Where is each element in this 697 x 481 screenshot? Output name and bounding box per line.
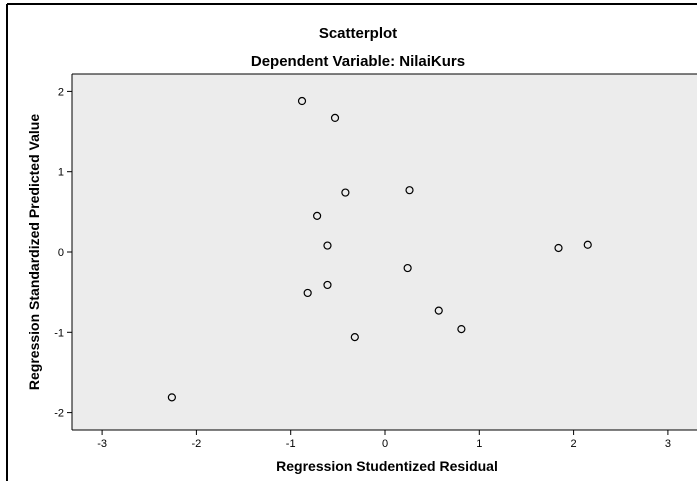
y-tick-label: 0 xyxy=(58,247,64,259)
scatter-point xyxy=(313,211,322,220)
scatter-point xyxy=(167,393,176,402)
scatter-point xyxy=(457,324,466,334)
x-tick-label: 0 xyxy=(382,438,388,450)
y-tick-label: 2 xyxy=(58,86,64,98)
scatter-point xyxy=(323,280,332,290)
x-axis-label: Regression Studentized Residual xyxy=(276,458,498,474)
x-tick-label: -3 xyxy=(97,438,107,450)
x-axis-ticks: -3 -2 -1 0 1 2 3 xyxy=(97,430,671,450)
scatter-point xyxy=(583,240,592,249)
y-axis-ticks: -2 -1 0 1 2 xyxy=(54,86,72,420)
scatter-point xyxy=(434,306,443,315)
scatter-point xyxy=(303,288,312,298)
y-axis-label: Regression Standardized Predicted Value xyxy=(26,114,42,390)
plot-area xyxy=(72,74,697,430)
scatter-point xyxy=(554,243,563,253)
x-tick-label: 2 xyxy=(571,438,577,450)
data-points xyxy=(167,96,592,402)
scatter-point xyxy=(341,188,350,197)
scatter-point xyxy=(403,263,412,273)
x-tick-label: -2 xyxy=(192,438,202,450)
chart-subtitle: Dependent Variable: NilaiKurs xyxy=(251,53,465,70)
y-tick-label: -1 xyxy=(54,327,64,339)
scatter-point xyxy=(330,113,340,122)
x-tick-label: 3 xyxy=(665,438,671,450)
x-tick-label: -1 xyxy=(286,438,296,450)
x-tick-label: 1 xyxy=(476,438,482,450)
scatter-point xyxy=(297,96,307,106)
y-tick-label: -2 xyxy=(54,408,64,420)
scatter-point xyxy=(405,186,414,195)
y-tick-label: 1 xyxy=(58,167,64,179)
chart-title: Scatterplot xyxy=(319,25,397,42)
scatter-point xyxy=(323,241,332,250)
scatter-point xyxy=(350,333,359,342)
